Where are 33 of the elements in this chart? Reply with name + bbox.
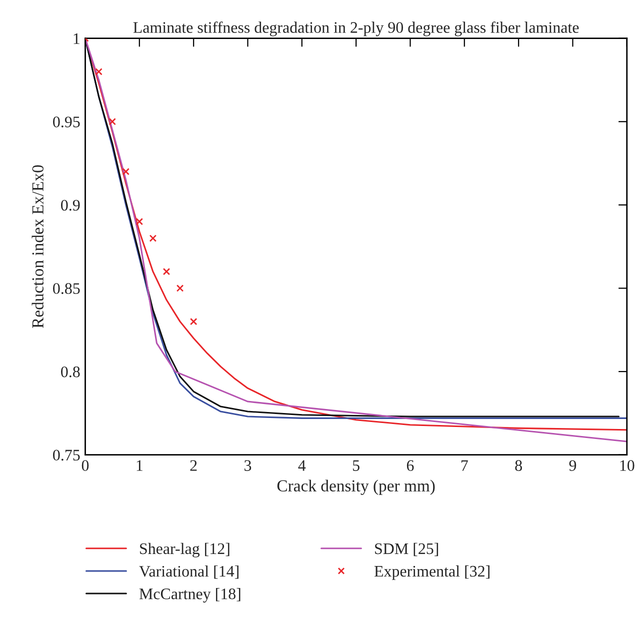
legend-label: Experimental [32] bbox=[374, 565, 490, 580]
x-axis-title: Crack density (per mm) bbox=[277, 480, 435, 495]
x-tick-label: 0 bbox=[82, 460, 89, 471]
x-tick-label: 8 bbox=[515, 460, 522, 471]
x-tick-label: 1 bbox=[136, 460, 142, 471]
point bbox=[149, 234, 157, 242]
legend-label: Variational [14] bbox=[139, 565, 238, 579]
x-tick-label: 7 bbox=[461, 460, 468, 471]
x-tick-label: 4 bbox=[298, 460, 306, 471]
chart-title: Laminate stiffness degradation in 2-ply 90 degree glass fiber laminate bbox=[133, 22, 579, 36]
x-tick-label: 6 bbox=[406, 460, 414, 471]
x-tick-label: 10 bbox=[620, 460, 634, 471]
x-tick-label: 3 bbox=[244, 460, 252, 471]
legend-label: Shear-lag [12] bbox=[140, 542, 230, 558]
x-tick-label: 5 bbox=[353, 460, 360, 471]
point bbox=[95, 68, 102, 76]
x-tick-label: 2 bbox=[190, 460, 197, 471]
y-tick-label: 0.95 bbox=[53, 116, 80, 128]
point bbox=[162, 268, 170, 276]
y-tick-label: 0.85 bbox=[53, 283, 80, 294]
point bbox=[136, 218, 144, 226]
y-tick-label: 0.75 bbox=[53, 450, 80, 461]
y-tick-label: 0.9 bbox=[61, 200, 80, 211]
legend-label: McCartney [18] bbox=[139, 588, 240, 603]
point bbox=[122, 168, 130, 176]
point bbox=[108, 118, 116, 126]
y-tick-label: 1 bbox=[74, 33, 80, 44]
point bbox=[190, 318, 198, 326]
legend-label: SDM [25] bbox=[375, 542, 438, 556]
point bbox=[176, 284, 184, 292]
x-tick-label: 9 bbox=[569, 460, 576, 471]
y-tick-label: 0.8 bbox=[61, 366, 80, 378]
y-axis-title: Reduction index Ex/Ex0 bbox=[32, 165, 44, 328]
